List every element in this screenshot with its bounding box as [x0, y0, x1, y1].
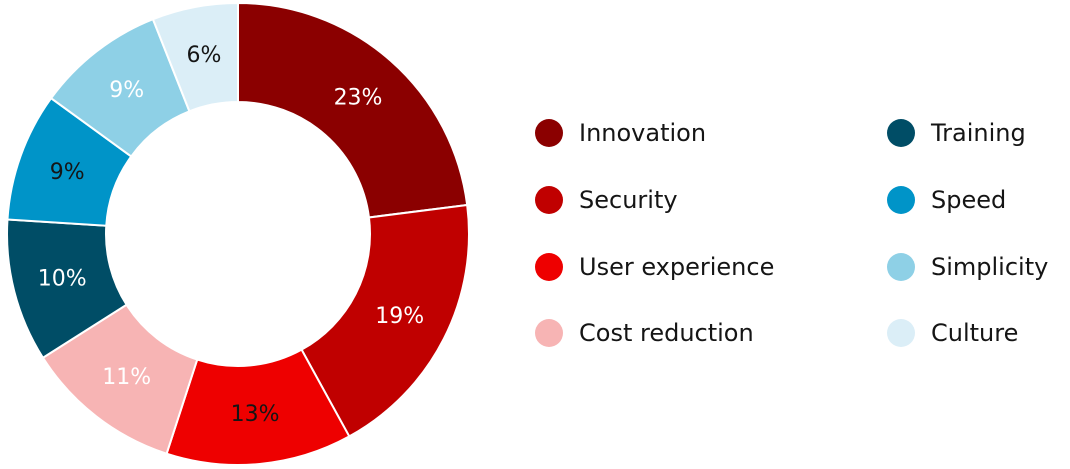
- legend-swatch-4: [887, 119, 915, 147]
- donut-svg: 23% 19% 13% 11% 10% 9% 9% 6%: [6, 1, 470, 466]
- legend-label-6: Simplicity: [931, 253, 1049, 281]
- legend-item-7: Culture: [887, 308, 1018, 358]
- legend-label-7: Culture: [931, 319, 1019, 347]
- legend-swatch-1: [535, 186, 563, 214]
- legend-item-4: Training: [887, 108, 1026, 158]
- donut-slice-label-1: 19%: [375, 304, 424, 329]
- donut-slice-label-0: 23%: [334, 85, 383, 110]
- legend-label-5: Speed: [931, 186, 1007, 214]
- legend-swatch-2: [535, 253, 563, 281]
- donut-slice-security: [300, 203, 470, 438]
- legend-swatch-6: [887, 253, 915, 281]
- legend-item-6: Simplicity: [887, 242, 1048, 292]
- legend-swatch-0: [535, 119, 563, 147]
- legend-swatch-7: [887, 319, 915, 347]
- legend-label-2: User experience: [579, 253, 775, 281]
- legend-swatch-5: [887, 186, 915, 214]
- donut-slice-label-2: 13%: [231, 402, 280, 427]
- legend-label-0: Innovation: [579, 119, 707, 147]
- legend: Innovation Security User experience Cost…: [535, 108, 1070, 368]
- legend-item-5: Speed: [887, 175, 1006, 225]
- donut-slice-label-5: 9%: [50, 160, 85, 185]
- donut-slice-label-7: 6%: [187, 43, 222, 68]
- legend-item-2: User experience: [535, 242, 774, 292]
- legend-label-1: Security: [579, 186, 678, 214]
- donut-slice-culture: [151, 1, 239, 113]
- legend-label-3: Cost reduction: [579, 319, 754, 347]
- donut-slice-label-3: 11%: [102, 365, 151, 390]
- legend-label-4: Training: [931, 119, 1026, 147]
- donut-slice-label-6: 9%: [109, 78, 144, 103]
- legend-item-1: Security: [535, 175, 678, 225]
- donut-slice-innovation: [237, 1, 469, 219]
- legend-item-3: Cost reduction: [535, 308, 754, 358]
- donut-slice-label-4: 10%: [38, 267, 87, 292]
- legend-item-0: Innovation: [535, 108, 706, 158]
- legend-swatch-3: [535, 319, 563, 347]
